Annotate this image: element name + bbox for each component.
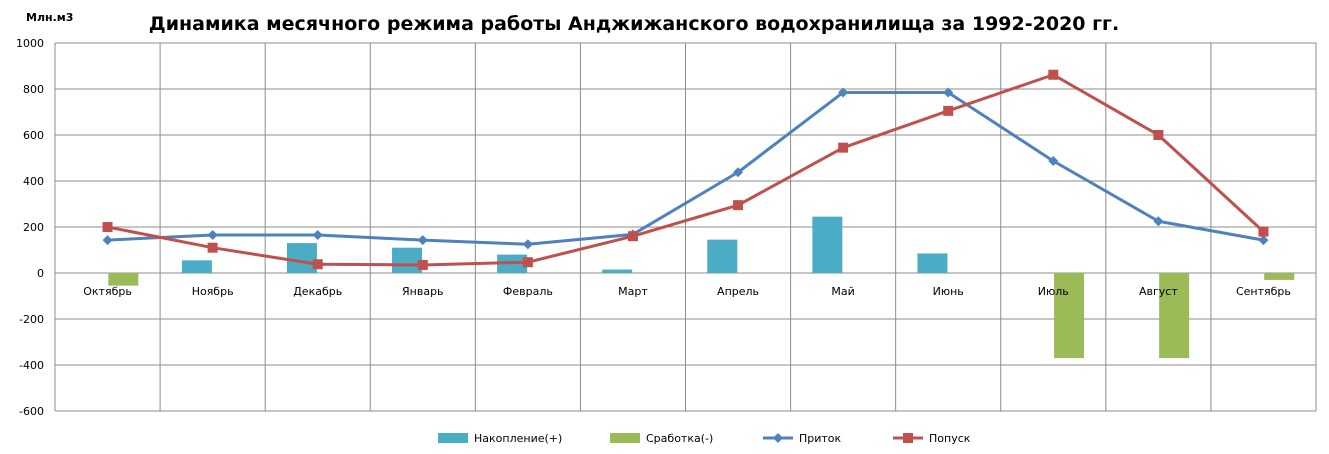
y-tick-label: 800: [23, 83, 44, 96]
x-tick-label: Октябрь: [83, 285, 132, 298]
line-point: [102, 235, 113, 246]
x-tick-label: Декабрь: [293, 285, 342, 298]
x-tick-label: Ноябрь: [192, 285, 234, 298]
x-tick-label: Июль: [1038, 285, 1069, 298]
bar: [602, 269, 633, 273]
y-axis-unit-label: Млн.м3: [26, 11, 73, 24]
line-point: [838, 87, 849, 98]
line-point: [417, 235, 428, 246]
bar: [1264, 273, 1295, 280]
line-point: [522, 257, 533, 268]
bar: [108, 273, 139, 286]
bar: [181, 260, 212, 273]
bar: [1054, 273, 1085, 359]
y-tick-label: 200: [23, 221, 44, 234]
line-point: [1048, 155, 1059, 166]
line-point: [943, 87, 954, 98]
bar: [707, 239, 738, 273]
y-tick-label: 1000: [16, 37, 44, 50]
line-point: [733, 200, 744, 211]
y-tick-label: 0: [37, 267, 44, 280]
line-point: [417, 259, 428, 270]
legend-marker: [773, 433, 783, 443]
y-tick-label: 600: [23, 129, 44, 142]
line-point: [838, 142, 849, 153]
y-tick-label: -600: [19, 405, 44, 418]
line-point: [1048, 69, 1059, 80]
legend-label: Попуск: [929, 432, 971, 445]
series-line: [107, 90, 1264, 246]
legend-marker: [903, 433, 913, 443]
line-point: [1153, 130, 1164, 140]
line-point: [1258, 235, 1269, 246]
line-point: [733, 167, 744, 178]
legend: Накопление(+) Сработка(-) Приток Попуск: [438, 432, 971, 445]
bar: [812, 216, 843, 273]
gridlines: [54, 42, 1317, 412]
y-tick-label: 400: [23, 175, 44, 188]
x-tick-label: Июнь: [933, 285, 964, 298]
y-axis-ticks: 1000 800 600 400 200 0 -200 -400 -600: [16, 37, 44, 418]
bar: [392, 247, 423, 273]
line-point: [207, 230, 218, 241]
x-axis-ticks: Октябрь Ноябрь Декабрь Январь Февраль Март Апр…: [83, 285, 1291, 298]
line-point: [1153, 216, 1164, 227]
x-tick-label: Февраль: [503, 285, 553, 298]
bar: [286, 243, 317, 273]
lines: [102, 69, 1269, 270]
line-point: [207, 242, 218, 253]
y-tick-label: -200: [19, 313, 44, 326]
x-tick-label: Апрель: [717, 285, 759, 298]
x-tick-label: Март: [618, 285, 648, 298]
legend-label: Накопление(+): [474, 432, 562, 445]
y-tick-label: -400: [19, 359, 44, 372]
line-point: [943, 105, 954, 116]
chart-title: Динамика месячного режима работы Анджижа…: [149, 13, 1119, 35]
series-line: [107, 73, 1265, 267]
legend-swatch: [610, 433, 640, 443]
legend-swatch: [438, 433, 468, 443]
line-point: [312, 230, 323, 241]
line-point: [522, 239, 533, 250]
line-point: [102, 222, 113, 232]
x-tick-label: Сентябрь: [1236, 285, 1291, 298]
bar: [917, 253, 948, 273]
x-tick-label: Май: [831, 285, 854, 298]
legend-label: Сработка(-): [646, 432, 713, 445]
legend-label: Приток: [799, 432, 842, 445]
line-point: [1258, 226, 1269, 237]
bar: [1159, 273, 1190, 359]
x-tick-label: Январь: [402, 285, 444, 298]
line-point: [627, 231, 638, 242]
line-point: [312, 259, 323, 270]
x-tick-label: Август: [1139, 285, 1178, 298]
bars: [108, 216, 1295, 359]
